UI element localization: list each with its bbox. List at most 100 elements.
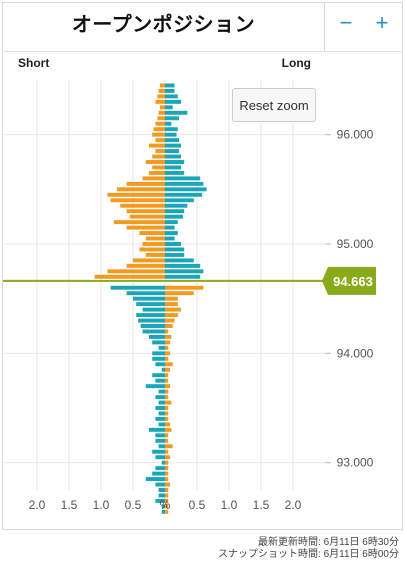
- long-bar: [161, 460, 165, 465]
- short-bar: [165, 291, 194, 296]
- long-bar: [161, 504, 165, 509]
- short-bar: [149, 143, 165, 148]
- short-bar: [149, 170, 165, 175]
- chart-title: オープンポジション: [71, 14, 256, 36]
- long-bar: [126, 291, 165, 296]
- short-bar: [165, 482, 171, 487]
- short-bar: [165, 302, 178, 307]
- short-bar: [165, 455, 171, 460]
- short-bar: [165, 488, 169, 492]
- long-bar: [165, 88, 175, 93]
- long-bar: [152, 356, 165, 361]
- short-bar: [165, 351, 171, 356]
- short-bar: [155, 99, 165, 104]
- x-tick-label: 1.0: [221, 498, 238, 512]
- long-bar: [158, 345, 165, 350]
- short-bar: [155, 149, 165, 154]
- short-bar: [129, 214, 165, 219]
- short-bar: [153, 127, 165, 132]
- short-bar: [155, 138, 165, 143]
- zoom-in-button[interactable]: +: [375, 10, 389, 35]
- short-bar: [113, 220, 165, 225]
- current-price-label: 94.663: [333, 274, 373, 289]
- header-divider: [2, 51, 403, 52]
- long-bar: [165, 143, 181, 148]
- short-bar: [142, 242, 165, 246]
- long-bar: [165, 269, 204, 274]
- short-bar: [155, 121, 165, 126]
- long-bar: [155, 438, 165, 443]
- long-bar: [165, 225, 175, 230]
- short-bar: [165, 449, 169, 454]
- long-bar: [165, 110, 188, 115]
- short-bar: [152, 154, 165, 159]
- long-bar: [155, 416, 165, 421]
- reset-zoom-button[interactable]: Reset zoom: [232, 88, 316, 122]
- long-bar: [165, 181, 204, 186]
- y-tick-label: 93.000: [337, 456, 374, 470]
- long-bar: [165, 231, 178, 236]
- short-bar: [152, 132, 165, 137]
- long-bar: [145, 477, 165, 482]
- short-bar: [165, 460, 169, 465]
- long-bar: [165, 149, 180, 154]
- short-bar: [165, 296, 178, 301]
- short-bar: [165, 334, 172, 339]
- zoom-out-button[interactable]: −: [339, 10, 353, 35]
- timestamps: 最新更新時間: 6月11日 6時30分 スナップショット時間: 6月11日 6時…: [218, 537, 399, 561]
- short-bar: [145, 252, 165, 257]
- short-bar: [152, 165, 165, 170]
- long-bar: [165, 214, 183, 219]
- long-bar: [165, 154, 181, 159]
- last-updated-time: 最新更新時間: 6月11日 6時30分: [258, 537, 399, 548]
- long-bar: [165, 263, 201, 268]
- long-bar: [152, 373, 165, 378]
- long-bar: [161, 509, 165, 514]
- long-bar: [138, 318, 165, 323]
- x-tick-label: %: [160, 498, 171, 512]
- long-bar: [110, 285, 165, 290]
- y-tick-label: 95.000: [337, 237, 374, 251]
- long-bar: [165, 247, 185, 252]
- short-bar: [126, 225, 165, 230]
- long-bar: [152, 449, 165, 454]
- short-bar: [165, 285, 204, 290]
- long-bar: [158, 422, 165, 427]
- long-bar: [142, 329, 165, 334]
- long-bar: [142, 307, 165, 312]
- long-bar: [161, 367, 165, 372]
- short-bar: [165, 318, 175, 323]
- short-bar: [165, 356, 169, 361]
- y-tick-label: 94.000: [337, 346, 374, 360]
- short-label: Short: [18, 56, 49, 70]
- long-bar: [165, 170, 185, 175]
- short-bar: [157, 116, 165, 121]
- short-bar: [165, 411, 169, 416]
- short-bar: [159, 105, 165, 110]
- long-bar: [165, 160, 185, 164]
- long-bar: [155, 455, 165, 460]
- long-bar: [149, 427, 165, 432]
- short-bar: [126, 181, 165, 186]
- short-bar: [139, 231, 165, 236]
- current-price-badge: [322, 266, 376, 295]
- long-bar: [165, 242, 181, 246]
- long-bar: [158, 389, 165, 394]
- short-bar: [145, 236, 165, 241]
- long-bar: [165, 258, 194, 263]
- long-bar: [165, 203, 188, 208]
- short-bar: [165, 400, 172, 405]
- short-bar: [165, 427, 172, 432]
- title-separator: [324, 2, 325, 52]
- short-bar: [110, 198, 165, 203]
- x-tick-label: 1.5: [61, 498, 78, 512]
- short-bar: [165, 444, 173, 449]
- x-tick-label: 0.5: [189, 498, 206, 512]
- short-bar: [165, 367, 171, 372]
- short-bar: [126, 209, 165, 214]
- long-bar: [165, 99, 181, 104]
- short-bar: [165, 384, 171, 389]
- short-bar: [133, 258, 165, 263]
- long-bar: [165, 121, 172, 126]
- long-bar: [165, 83, 175, 88]
